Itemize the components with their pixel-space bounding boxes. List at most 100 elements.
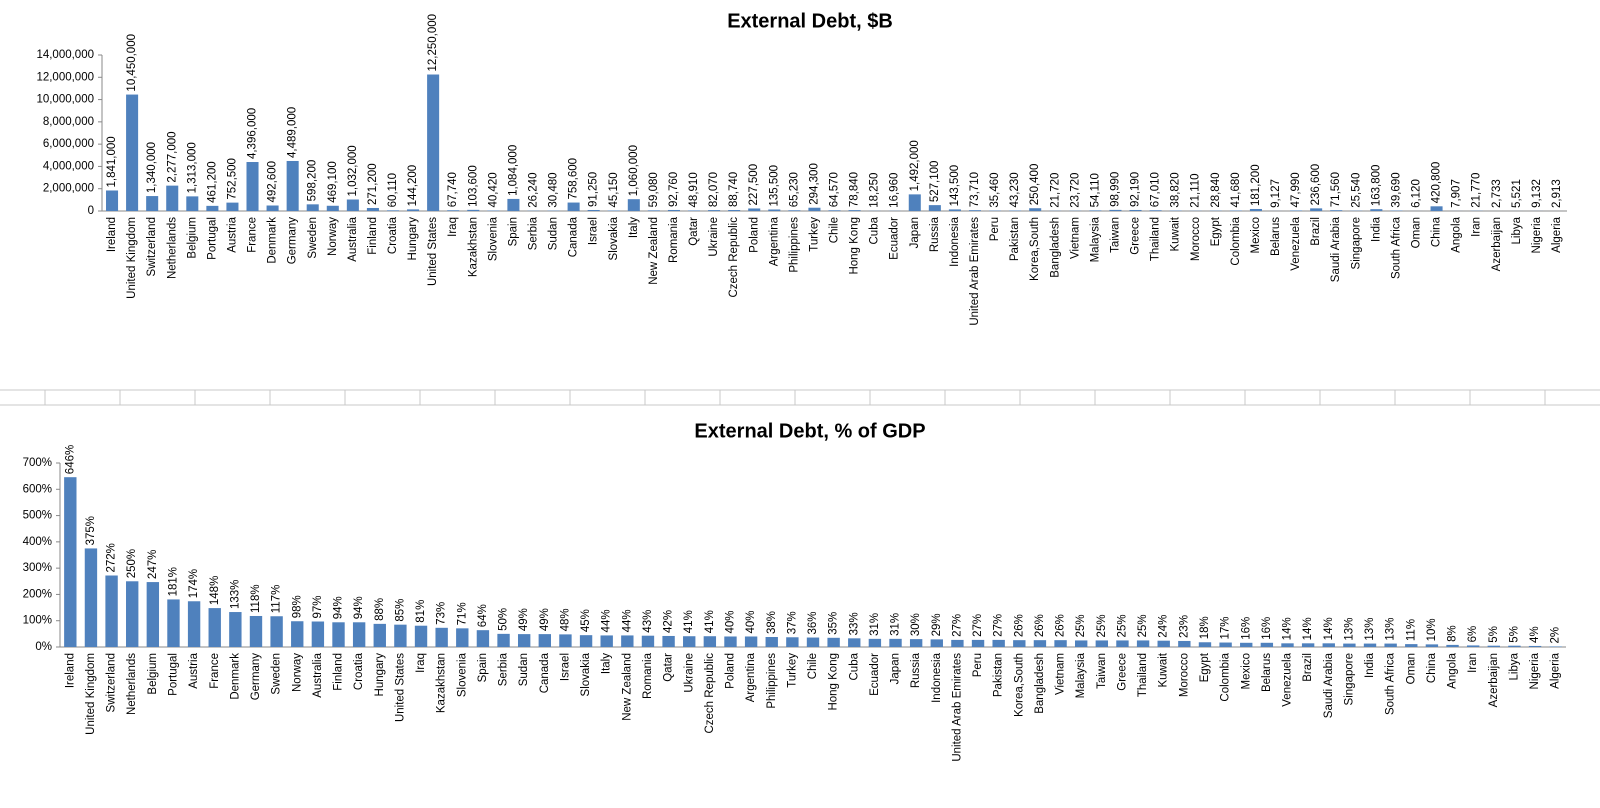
bar	[1446, 644, 1459, 647]
x-tick-label: Sudan	[518, 653, 530, 686]
x-tick-label: Indonesia	[949, 216, 961, 266]
x-tick-label: Israel	[588, 217, 600, 245]
bar	[186, 196, 199, 211]
data-label: 88%	[374, 598, 386, 621]
x-tick-label: Czech Republic	[704, 653, 716, 734]
data-label: 527,100	[929, 161, 941, 203]
data-label: 44%	[601, 609, 613, 632]
bar	[667, 209, 680, 211]
bar	[724, 636, 737, 647]
x-tick-label: Australia	[347, 216, 359, 261]
x-tick-label: Korea,South	[1029, 217, 1041, 281]
data-label: 758,600	[568, 158, 580, 200]
bar	[1322, 643, 1335, 647]
bar	[106, 190, 119, 211]
data-label: 13%	[1343, 618, 1355, 641]
x-tick-label: Iran	[1471, 217, 1483, 237]
data-label: 45%	[580, 609, 592, 632]
data-label: 9,132	[1531, 179, 1543, 208]
x-tick-label: Brazil	[1302, 653, 1314, 682]
data-label: 49%	[539, 608, 551, 631]
bar	[600, 635, 613, 647]
data-label: 65,230	[788, 172, 800, 207]
data-label: 59,080	[648, 172, 660, 207]
data-label: 16%	[1240, 617, 1252, 640]
data-label: 44%	[621, 609, 633, 632]
x-tick-label: Singapore	[1350, 217, 1362, 269]
x-tick-label: Philippines	[766, 653, 778, 709]
bar	[1343, 643, 1356, 647]
bar	[229, 612, 242, 647]
data-label: 71%	[456, 602, 468, 625]
data-label: 294,300	[808, 163, 820, 205]
data-label: 41%	[683, 610, 695, 633]
x-tick-label: Denmark	[229, 653, 241, 700]
data-label: 4%	[1529, 626, 1541, 643]
x-tick-label: Sudan	[548, 217, 560, 250]
x-tick-label: Russia	[929, 216, 941, 252]
y-tick-label: 8,000,000	[43, 116, 94, 128]
data-label: 2,913	[1551, 179, 1563, 208]
data-label: 16,960	[889, 173, 901, 208]
data-label: 135,500	[768, 165, 780, 207]
x-tick-label: Peru	[972, 653, 984, 677]
x-tick-label: Bangladesh	[1034, 653, 1046, 714]
bar	[1033, 640, 1047, 647]
data-label: 38%	[766, 611, 778, 634]
data-label: 97%	[312, 595, 324, 618]
data-label: 31%	[890, 613, 902, 636]
x-tick-label: Morocco	[1178, 653, 1190, 697]
x-tick-label: United States	[394, 653, 406, 722]
x-tick-label: Canada	[539, 652, 551, 693]
x-tick-label: South Africa	[1385, 652, 1397, 715]
x-tick-label: United States	[427, 217, 439, 286]
data-label: 21,720	[1049, 173, 1061, 208]
bar	[1301, 643, 1315, 647]
bar	[948, 209, 961, 211]
x-tick-label: Singapore	[1343, 653, 1355, 705]
data-label: 17%	[1220, 617, 1232, 640]
bar	[828, 210, 841, 211]
bar	[208, 608, 221, 647]
x-tick-label: Sweden	[271, 653, 283, 695]
y-tick-label: 14,000,000	[36, 49, 94, 61]
x-tick-label: United Arab Emirates	[951, 653, 963, 762]
data-label: 54,110	[1089, 173, 1101, 207]
data-label: 25%	[1096, 614, 1108, 637]
bar	[1363, 643, 1377, 647]
x-tick-label: Qatar	[663, 653, 675, 682]
data-label: 1,313,000	[186, 142, 198, 193]
x-tick-label: Philippines	[788, 217, 800, 273]
data-label: 37%	[786, 611, 798, 634]
bar	[1310, 208, 1323, 211]
bar	[394, 624, 407, 647]
data-label: 73%	[436, 602, 448, 625]
x-tick-label: Ireland	[106, 217, 118, 252]
x-tick-label: Argentina	[768, 216, 780, 266]
y-tick-label: 600%	[23, 483, 52, 495]
x-tick-label: Hong Kong	[828, 653, 840, 711]
bar	[105, 575, 118, 647]
bar	[538, 634, 551, 647]
bar	[456, 628, 469, 647]
x-tick-label: New Zealand	[621, 653, 633, 721]
data-label: 469,100	[327, 161, 339, 203]
x-tick-label: Australia	[312, 652, 324, 697]
bar	[246, 162, 259, 211]
sheet-separator	[0, 389, 1600, 406]
x-tick-label: Serbia	[528, 216, 540, 250]
data-label: 88,740	[728, 172, 740, 207]
x-tick-label: Ireland	[64, 653, 76, 688]
bar	[627, 199, 640, 211]
x-tick-label: India	[1370, 216, 1382, 242]
data-label: 85%	[394, 599, 406, 622]
data-label: 98,990	[1109, 172, 1121, 207]
x-tick-label: Peru	[989, 217, 1001, 241]
data-label: 375%	[85, 516, 97, 545]
y-tick-label: 4,000,000	[43, 160, 94, 172]
bar	[1075, 640, 1088, 647]
data-label: 26%	[1034, 614, 1046, 637]
x-tick-label: Nigeria	[1529, 652, 1541, 689]
data-label: 40%	[745, 610, 757, 633]
